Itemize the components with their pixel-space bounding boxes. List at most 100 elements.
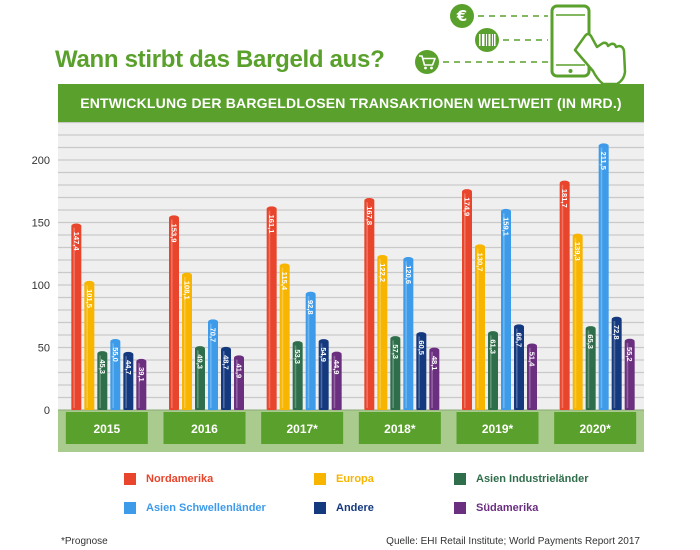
- data-label: 54,9: [319, 347, 328, 362]
- bar-highlight: [171, 219, 173, 408]
- data-label: 130,7: [476, 253, 485, 272]
- data-label: 53,3: [293, 349, 302, 364]
- bar-highlight: [574, 237, 577, 408]
- bar-highlight: [125, 356, 127, 408]
- bar-cap: [84, 280, 95, 286]
- bar-cap: [364, 198, 375, 203]
- category-box: [65, 412, 148, 444]
- bar-andere: [318, 341, 329, 410]
- data-label: 66,7: [515, 333, 524, 348]
- bar-europa: [182, 274, 192, 410]
- bar-cap: [559, 180, 570, 186]
- bar-highlight: [613, 321, 616, 408]
- bar-highlight: [392, 340, 394, 408]
- legend-swatch: [454, 502, 466, 514]
- bar-highlight: [418, 336, 420, 408]
- data-label: 211,5: [599, 152, 608, 170]
- data-label: 49,3: [196, 354, 205, 369]
- y-tick-label: 0: [44, 405, 50, 417]
- bar-highlight: [490, 335, 492, 408]
- data-label: 122,2: [378, 263, 387, 282]
- data-label: 181,7: [560, 189, 569, 208]
- bar-highlight: [477, 248, 479, 408]
- x-tick-label: 2020*: [579, 422, 611, 436]
- bar-europa: [572, 235, 583, 410]
- euro-coin-icon: €: [450, 4, 474, 28]
- bar-s-damerika: [234, 357, 244, 410]
- bar-highlight: [405, 261, 407, 408]
- bar-cap: [611, 316, 622, 322]
- bar-highlight: [503, 213, 505, 408]
- bar-asien-schwellenl-nder: [598, 145, 609, 410]
- bar-highlight: [197, 350, 199, 408]
- bar-cap: [475, 244, 485, 249]
- bar-nordamerika: [364, 200, 375, 410]
- bar-s-damerika: [527, 345, 537, 410]
- bar-highlight: [236, 359, 238, 408]
- bar-asien-schwellenl-nder: [305, 294, 316, 410]
- data-label: 108,1: [183, 281, 192, 300]
- smartphone-icon: [550, 4, 591, 78]
- bar-cap: [624, 338, 635, 344]
- bar-s-damerika: [136, 361, 147, 410]
- bar-cap: [429, 347, 440, 353]
- bar-cap: [279, 263, 290, 268]
- data-label: 70,7: [209, 328, 218, 343]
- bar-highlight: [281, 267, 284, 408]
- bar-cap: [110, 339, 121, 344]
- bar-cap: [221, 346, 231, 352]
- data-label: 65,3: [586, 334, 595, 349]
- bar-highlight: [431, 351, 433, 408]
- data-label: 51,4: [528, 352, 537, 367]
- data-label: 48,1: [430, 356, 439, 371]
- barcode-icon: [475, 28, 499, 52]
- bar-highlight: [112, 343, 114, 408]
- data-label: 41,9: [235, 364, 244, 379]
- legend-item: Asien Industrieländer: [454, 473, 588, 485]
- legend-label: Asien Schwellenländer: [146, 502, 266, 514]
- bar-asien-industriel-nder: [488, 333, 498, 410]
- bar-highlight: [210, 323, 212, 408]
- bar-highlight: [333, 355, 336, 408]
- bar-cap: [195, 346, 205, 351]
- y-tick-label: 50: [38, 343, 50, 355]
- bar-cap: [234, 355, 244, 360]
- svg-text:€: €: [456, 7, 467, 25]
- legend-label: Europa: [336, 473, 374, 485]
- bar-asien-industriel-nder: [292, 343, 303, 410]
- category-box: [163, 412, 246, 444]
- legend-swatch: [454, 473, 466, 485]
- bar-europa: [377, 257, 388, 410]
- bar-europa: [84, 283, 95, 410]
- chart-subtitle-banner: ENTWICKLUNG DER BARGELDLOSEN TRANSAKTION…: [58, 84, 644, 122]
- legend-swatch: [314, 473, 326, 485]
- y-tick-label: 100: [32, 280, 50, 292]
- bar-cap: [71, 223, 82, 228]
- legend-label: Asien Industrieländer: [476, 473, 589, 485]
- legend-label: Südamerika: [476, 502, 539, 514]
- bar-nordamerika: [71, 225, 82, 410]
- bar-highlight: [561, 184, 564, 408]
- bar-europa: [475, 246, 485, 410]
- category-box: [456, 412, 539, 444]
- bar-highlight: [294, 345, 297, 408]
- bar-cap: [585, 326, 596, 331]
- bar-asien-schwellenl-nder: [501, 211, 511, 410]
- data-label: 60,5: [417, 340, 426, 355]
- x-tick-label: 2017*: [286, 422, 318, 436]
- x-tick-label: 2019*: [482, 422, 514, 436]
- data-label: 147,4: [72, 232, 81, 252]
- legend-swatch: [314, 502, 326, 514]
- data-label: 72,8: [612, 325, 621, 340]
- legend-item: Europa: [314, 473, 374, 485]
- bar-andere: [416, 334, 427, 410]
- bar-asien-industriel-nder: [97, 353, 108, 410]
- bar-cap: [527, 343, 537, 348]
- legend-item: Nordamerika: [124, 473, 213, 485]
- legend-item: Asien Schwellenländer: [124, 502, 266, 514]
- bar-asien-industriel-nder: [195, 348, 205, 410]
- bar-highlight: [138, 363, 140, 408]
- bar-nordamerika: [169, 217, 179, 410]
- category-box: [261, 412, 344, 444]
- data-label: 61,3: [489, 339, 498, 354]
